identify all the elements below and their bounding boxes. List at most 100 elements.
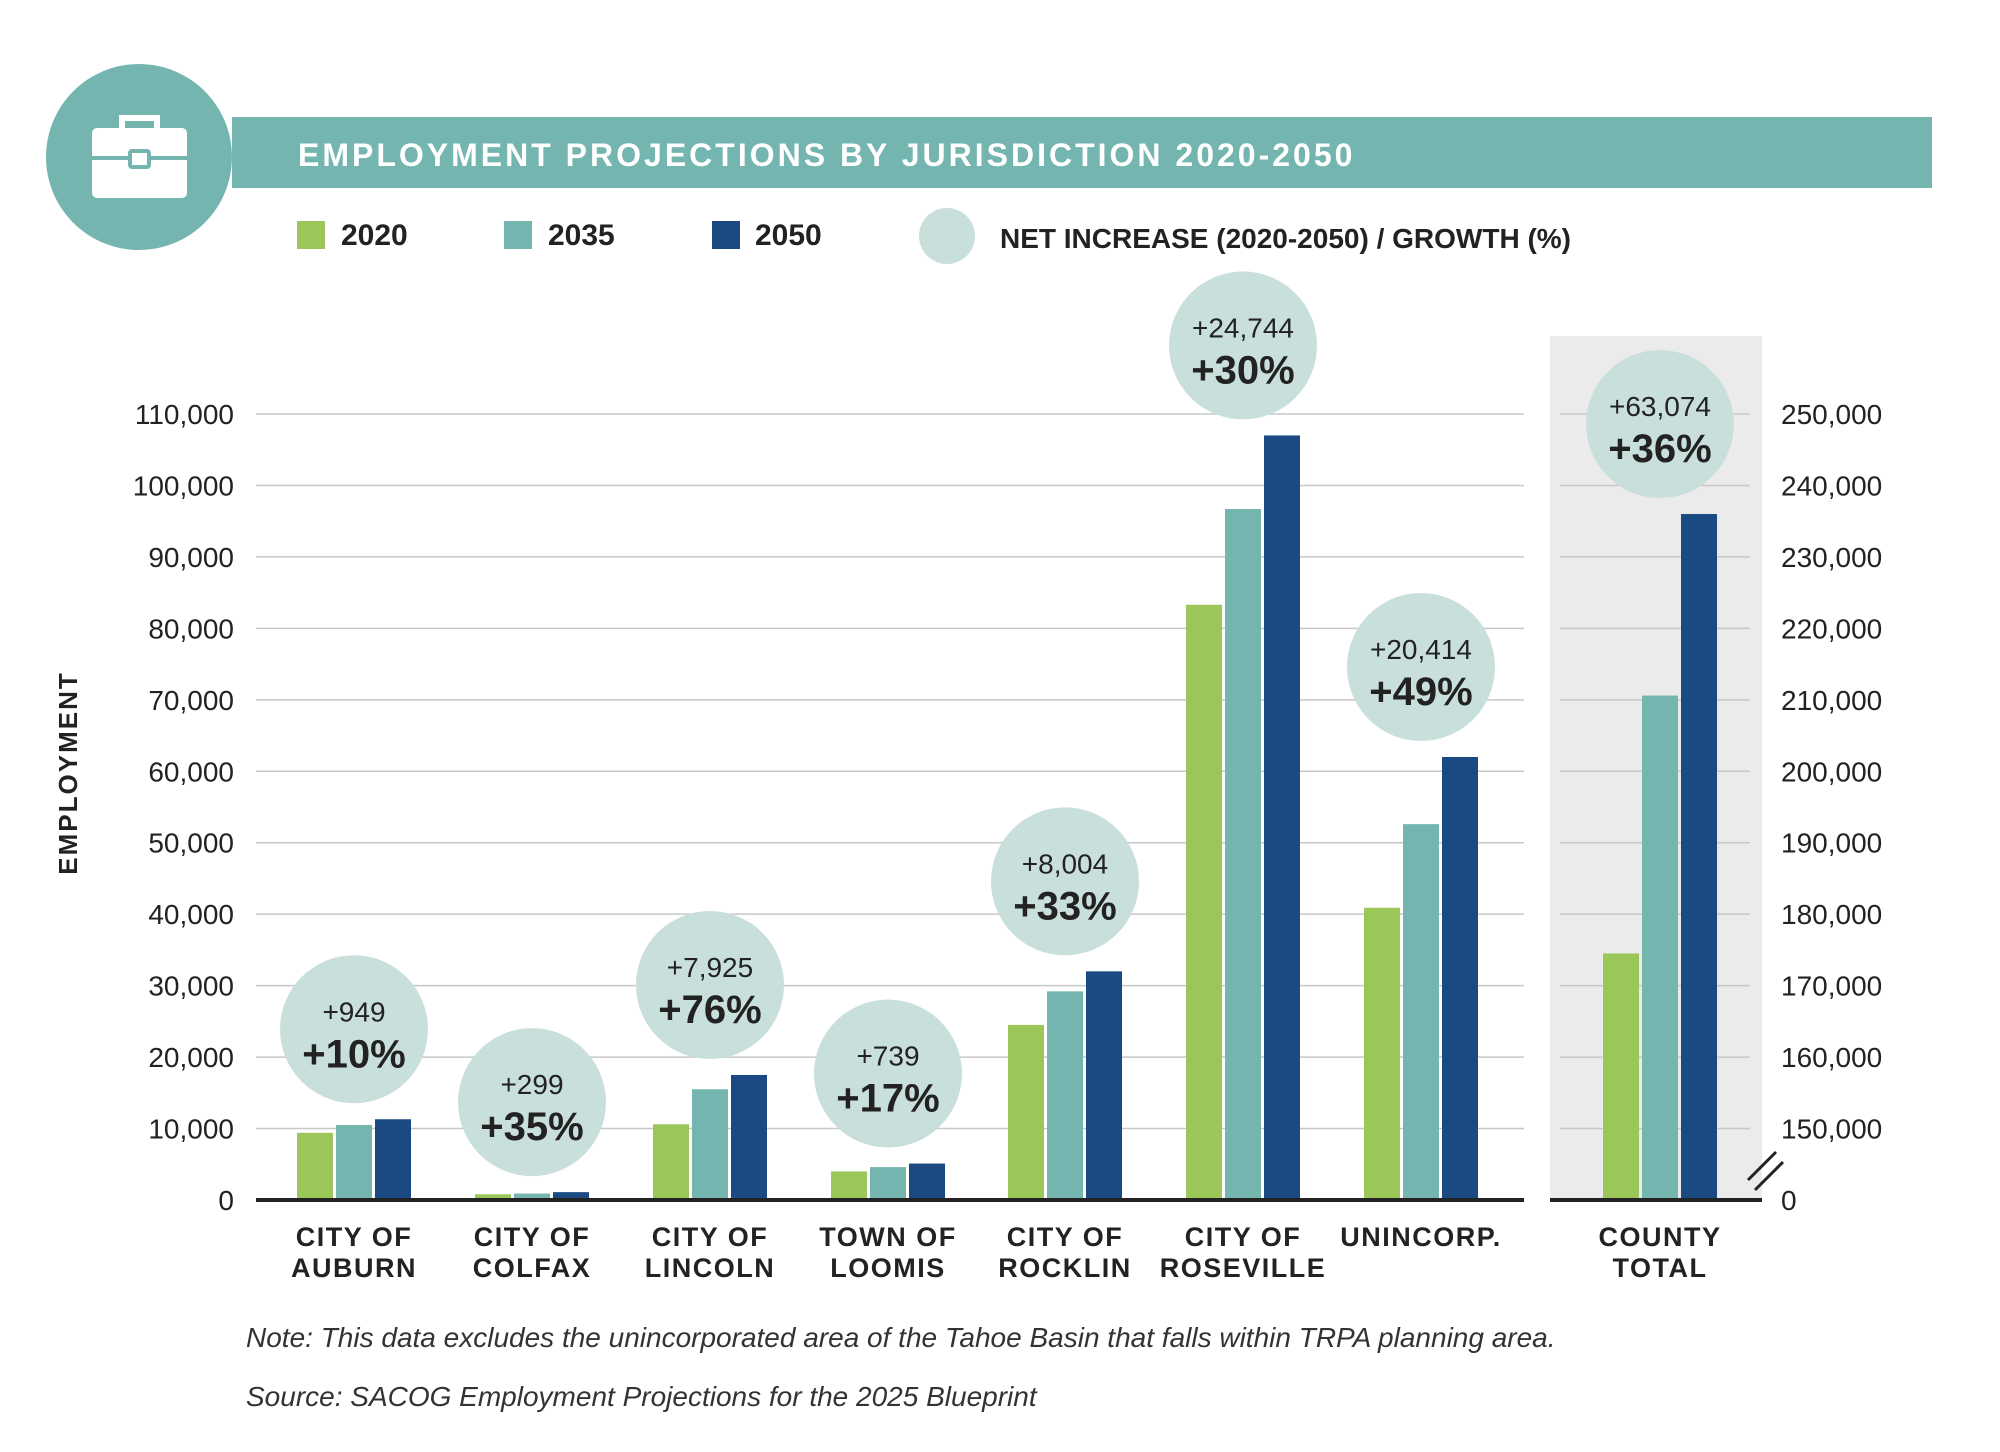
category-label: UNINCORP. [1340, 1222, 1502, 1252]
annotation-bubble [458, 1028, 606, 1177]
y-tick-label: 30,000 [148, 971, 234, 1002]
bar-2050 [1086, 971, 1122, 1200]
net-increase-label: +7,925 [667, 952, 753, 983]
category-label: CITY OF [1007, 1222, 1124, 1252]
axis-break-icon [1746, 1150, 1785, 1192]
y-tick-label: 180,000 [1781, 899, 1882, 930]
bar-2050 [1681, 514, 1717, 1200]
legend: 2020 2035 2050 NET INCREASE (2020-2050) … [297, 208, 1571, 264]
growth-label: +33% [1013, 884, 1116, 928]
bar-2035 [870, 1167, 906, 1200]
bar-2050 [375, 1119, 411, 1200]
net-increase-label: +8,004 [1022, 848, 1108, 879]
chart-title: EMPLOYMENT PROJECTIONS BY JURISDICTION 2… [298, 137, 1355, 173]
y-tick-label: 190,000 [1781, 828, 1882, 859]
bar-2050 [909, 1163, 945, 1200]
annotation-bubble [1586, 350, 1734, 499]
y-tick-label: 220,000 [1781, 613, 1882, 644]
category-label: CITY OF [296, 1222, 413, 1252]
category-label: CITY OF [1185, 1222, 1302, 1252]
annotation-bubble [1169, 271, 1317, 420]
bar-2020 [1603, 953, 1639, 1200]
annotation-bubble [280, 955, 428, 1104]
bar-2035 [1225, 509, 1261, 1200]
growth-label: +76% [658, 988, 761, 1032]
bar-2035 [692, 1089, 728, 1200]
y-tick-label: 150,000 [1781, 1114, 1882, 1145]
bar-2050 [1264, 435, 1300, 1200]
annotation-bubble [1347, 592, 1495, 741]
y-tick-label: 70,000 [148, 685, 234, 716]
y-tick-label: 20,000 [148, 1042, 234, 1073]
y-tick-label: 0 [218, 1185, 234, 1216]
left-y-ticks: 0 10,000 20,000 30,000 40,000 50,000 60,000 70,… [133, 399, 234, 1216]
legend-label-2050: 2050 [755, 219, 822, 252]
right-y-ticks: 0 150,000 160,000 170,000 180,000 190,000 200,… [1781, 399, 1882, 1216]
category-label: ROSEVILLE [1160, 1253, 1327, 1283]
category-label: COLFAX [473, 1253, 592, 1283]
growth-label: +30% [1191, 348, 1294, 392]
net-increase-label: +63,074 [1609, 391, 1711, 422]
category-label: CITY OF [474, 1222, 591, 1252]
bar-2050 [1442, 756, 1478, 1200]
growth-label: +36% [1608, 427, 1711, 471]
legend-swatch-2035 [504, 221, 532, 249]
bar-2020 [1364, 907, 1400, 1200]
annotation-bubble [636, 910, 784, 1059]
y-tick-label: 240,000 [1781, 470, 1882, 501]
legend-label-2020: 2020 [341, 219, 408, 252]
y-tick-label: 230,000 [1781, 542, 1882, 573]
bars [297, 435, 1717, 1200]
y-tick-label: 90,000 [148, 542, 234, 573]
bar-2035 [336, 1124, 372, 1200]
growth-label: +35% [480, 1105, 583, 1149]
bar-2035 [1047, 991, 1083, 1200]
category-label: CITY OF [652, 1222, 769, 1252]
y-tick-label: 0 [1781, 1185, 1797, 1216]
annotation-bubble [814, 999, 962, 1148]
category-label: TOTAL [1613, 1253, 1708, 1283]
title-band [232, 117, 1932, 188]
growth-label: +49% [1369, 670, 1472, 714]
bar-2020 [297, 1132, 333, 1200]
net-increase-label: +739 [856, 1041, 919, 1072]
growth-label: +10% [302, 1032, 405, 1076]
y-tick-label: 200,000 [1781, 756, 1882, 787]
bar-2020 [475, 1194, 511, 1200]
net-increase-label: +949 [322, 996, 385, 1027]
net-increase-label: +20,414 [1370, 634, 1472, 665]
category-label: LINCOLN [645, 1253, 775, 1283]
category-label: ROCKLIN [998, 1253, 1132, 1283]
category-label: COUNTY [1599, 1222, 1722, 1252]
legend-swatch-2020 [297, 221, 325, 249]
bar-2050 [731, 1074, 767, 1200]
y-tick-label: 210,000 [1781, 685, 1882, 716]
net-increase-label: +299 [500, 1069, 563, 1100]
category-label: AUBURN [291, 1253, 417, 1283]
y-tick-label: 60,000 [148, 756, 234, 787]
growth-label: +17% [836, 1077, 939, 1121]
legend-swatch-2050 [712, 221, 740, 249]
legend-label-2035: 2035 [548, 219, 615, 252]
y-tick-label: 160,000 [1781, 1042, 1882, 1073]
briefcase-icon [46, 64, 232, 250]
bar-2035 [1642, 695, 1678, 1200]
y-tick-label: 250,000 [1781, 399, 1882, 430]
left-gridlines [256, 413, 1524, 1130]
net-increase-label: +24,744 [1192, 312, 1294, 343]
y-tick-label: 100,000 [133, 470, 234, 501]
y-tick-label: 110,000 [135, 399, 234, 430]
legend-bubble [919, 208, 975, 264]
bar-2050 [553, 1192, 589, 1200]
category-label: LOOMIS [830, 1253, 946, 1283]
y-tick-label: 170,000 [1781, 971, 1882, 1002]
footnote: Note: This data excludes the unincorpora… [246, 1322, 1556, 1353]
bar-2035 [1403, 824, 1439, 1200]
y-tick-label: 50,000 [148, 828, 234, 859]
annotation-bubbles: +949 +10% +299 +35% +7,925 +76% +739 +17% +8,004… [280, 271, 1734, 1177]
y-tick-label: 40,000 [148, 899, 234, 930]
legend-bubble-label: NET INCREASE (2020-2050) / GROWTH (%) [1000, 223, 1571, 254]
bar-2020 [831, 1171, 867, 1200]
